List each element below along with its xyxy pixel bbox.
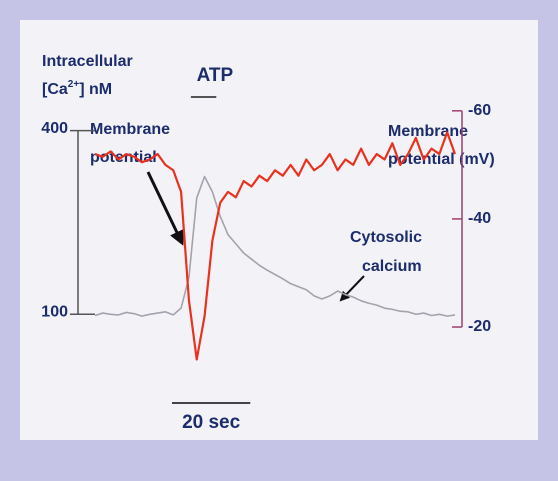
y2-label: Membrane (388, 123, 468, 140)
arrow (339, 275, 365, 302)
y2-tick-label: -20 (468, 318, 491, 335)
y2-label: potential (mV) (388, 151, 495, 168)
annotation: Cytosolic (350, 229, 422, 246)
annotation: calcium (362, 258, 422, 275)
y2-tick-label: -60 (468, 102, 491, 119)
scale-bar-label: 20 sec (182, 412, 241, 433)
y-tick-label: 400 (41, 120, 68, 137)
y-label-sup: 2+ (68, 79, 80, 90)
annotation: Membrane (90, 121, 170, 138)
line-series (94, 131, 457, 361)
y-label: Intracellular (42, 53, 133, 70)
annotation: potential (90, 149, 157, 166)
y2-tick-label: -40 (468, 210, 491, 227)
y-label-part: [Ca (42, 81, 68, 98)
line-series (94, 175, 456, 317)
stimulus-label: ATP (197, 65, 234, 86)
y-label-part: ] nM (79, 81, 112, 98)
y-tick-label: 100 (41, 304, 68, 321)
panel (20, 20, 538, 440)
y-label: [Ca2+] nM (42, 79, 112, 99)
arrow (146, 171, 184, 246)
